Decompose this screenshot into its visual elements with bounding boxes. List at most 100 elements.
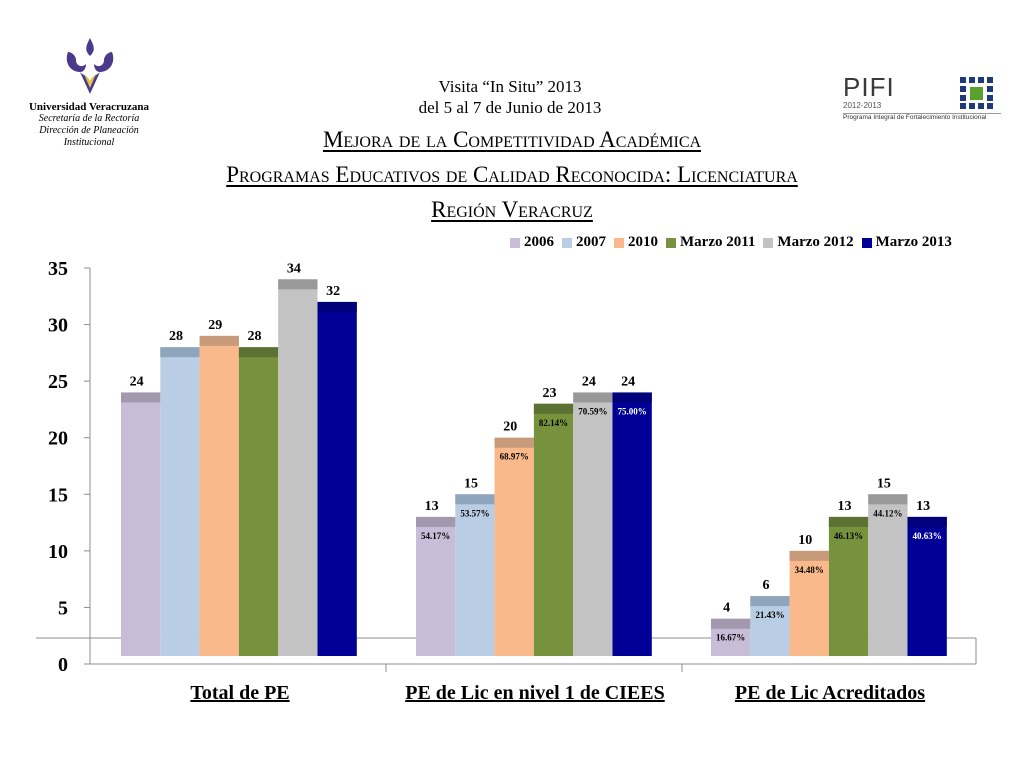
legend-label: Marzo 2012 (777, 234, 854, 250)
university-name: Universidad Veracruzana (28, 101, 150, 113)
bar (455, 494, 495, 656)
bar-value-label: 24 (130, 374, 144, 389)
y-tick-label: 25 (48, 371, 68, 393)
bar-percent-label: 68.97% (500, 452, 529, 462)
pifi-caption: Programa Integral de Fortalecimiento Ins… (843, 114, 987, 121)
bar-percent-label: 34.48% (795, 565, 824, 575)
bar-value-label: 13 (425, 499, 439, 514)
bar-value-label: 29 (208, 318, 222, 333)
bar-cap (238, 347, 279, 358)
legend-swatch (614, 237, 624, 248)
bar-value-label: 6 (762, 578, 769, 593)
pifi-logo: PIFI 2012-2013 (843, 74, 895, 110)
bar (533, 403, 574, 656)
y-tick-label: 20 (48, 428, 68, 450)
bar-value-label: 4 (723, 601, 730, 616)
y-tick-label: 0 (58, 654, 68, 676)
bar-value-label: 10 (798, 533, 812, 548)
bar-cap (455, 494, 495, 505)
legend-item: Marzo 2013 (861, 234, 952, 251)
legend-item: 2007 (562, 234, 606, 251)
universidad-veracruzana-logo-icon (66, 38, 114, 94)
bar-percent-label: 16.67% (716, 633, 745, 643)
bar (160, 347, 200, 656)
university-secretaria: Secretaría de la Rectoría (38, 113, 140, 124)
bar (317, 301, 357, 656)
pifi-divider (843, 113, 1001, 114)
y-tick-label: 5 (58, 597, 68, 619)
pifi-years: 2012-2013 (843, 101, 882, 110)
bar-cap (199, 335, 239, 346)
university-name-block: Universidad Veracruzana Secretaría de la… (14, 101, 164, 149)
bar-cap (494, 437, 534, 448)
bar-cap (416, 516, 456, 527)
legend-swatch (510, 237, 520, 248)
chart-legend: 2006 2007 2010 Marzo 2011 Marzo 2012 Marzo 20… (510, 234, 952, 251)
bar-value-label: 24 (582, 374, 596, 389)
legend-item: Marzo 2012 (763, 234, 854, 251)
legend-label: Marzo 2011 (680, 234, 756, 250)
bar-value-label: 28 (248, 329, 262, 344)
legend-label: Marzo 2013 (875, 234, 952, 250)
bar (238, 347, 279, 656)
legend-item: Marzo 2011 (666, 234, 755, 251)
bar (278, 279, 318, 656)
category-label: Total de PE (190, 682, 289, 704)
bar-percent-label: 40.63% (913, 531, 942, 541)
bar-value-label: 13 (838, 499, 852, 514)
bar-value-label: 34 (287, 261, 301, 276)
legend-item: 2010 (614, 234, 658, 251)
bar (573, 392, 613, 656)
bar (416, 516, 456, 656)
pifi-word: PIFI (843, 72, 895, 102)
bar-value-label: 23 (543, 386, 557, 401)
category-label: PE de Lic Acreditados (735, 682, 925, 704)
bar-cap (868, 494, 908, 505)
bar (121, 392, 161, 656)
bar-cap (828, 516, 869, 527)
bar-cap (789, 550, 829, 561)
y-tick-label: 30 (48, 315, 68, 337)
bar-percent-label: 53.57% (460, 508, 489, 518)
bar-value-label: 32 (326, 284, 340, 299)
legend-label: 2006 (524, 234, 554, 250)
bar (868, 494, 908, 656)
bar-value-label: 15 (877, 476, 891, 491)
category-label: PE de Lic en nivel 1 de CIEES (405, 682, 664, 704)
bar-cap (750, 596, 790, 607)
visit-dates: del 5 al 7 de Junio de 2013 (418, 98, 602, 117)
bar-cap (533, 403, 574, 414)
bar-percent-label: 46.13% (834, 531, 863, 541)
bar (789, 550, 829, 656)
bar-cap (278, 279, 318, 290)
legend-swatch (861, 237, 872, 248)
bar-value-label: 15 (464, 476, 478, 491)
bar-value-label: 24 (621, 374, 635, 389)
legend-item: 2006 (510, 234, 554, 251)
y-tick-label: 15 (48, 484, 68, 506)
pifi-grid-mark-icon (960, 77, 993, 109)
y-tick-label: 10 (48, 541, 68, 563)
bar-percent-label: 21.43% (755, 610, 784, 620)
bar (494, 437, 534, 656)
main-title-line-2: Programas Educativos de Calidad Reconoci… (226, 162, 798, 187)
legend-swatch (763, 237, 774, 248)
bar-cap (711, 618, 751, 629)
legend-swatch (666, 237, 676, 248)
bar-percent-label: 70.59% (578, 406, 607, 416)
bar-value-label: 13 (916, 499, 930, 514)
bar-cap (121, 392, 161, 403)
bar-percent-label: 75.00% (618, 406, 647, 416)
bar-cap (160, 347, 200, 358)
bar-cap (612, 392, 652, 403)
legend-label: 2007 (576, 234, 606, 250)
bar-percent-label: 82.14% (539, 418, 568, 428)
bar-cap (317, 301, 357, 312)
main-title-line-3: Región Veracruz (431, 197, 593, 222)
legend-swatch (562, 237, 572, 248)
legend-label: 2010 (628, 234, 658, 250)
bar-value-label: 28 (169, 329, 183, 344)
university-direccion: Dirección de Planeación Institucional (39, 125, 139, 148)
bar (612, 392, 652, 656)
